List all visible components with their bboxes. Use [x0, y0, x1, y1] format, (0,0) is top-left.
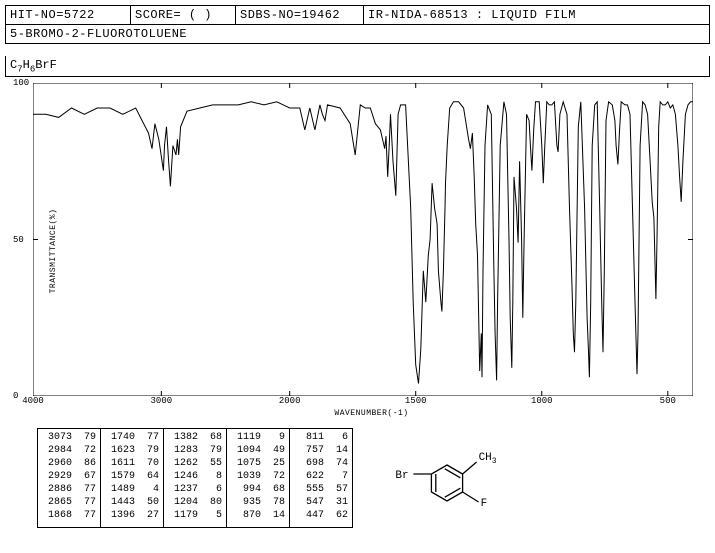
- xtick-label: 1000: [531, 396, 553, 406]
- peak-row: 298472: [42, 444, 96, 457]
- peak-row: 69874: [294, 457, 348, 470]
- xtick-label: 1500: [405, 396, 427, 406]
- peak-row: 128379: [168, 444, 222, 457]
- ir-info: IR-NIDA-68513 : LIQUID FILM: [364, 6, 709, 24]
- svg-text:Br: Br: [395, 470, 408, 482]
- hit-no: HIT-NO=5722: [6, 6, 131, 24]
- peak-column: 811675714698746227555575473144762: [290, 429, 352, 527]
- peak-column: 11199109449107525103972994689357887014: [227, 429, 290, 527]
- ytick-label: 0: [13, 391, 18, 401]
- peak-row: 8116: [294, 431, 348, 444]
- sdbs-no: SDBS-NO=19462: [236, 6, 364, 24]
- peak-row: 138268: [168, 431, 222, 444]
- peak-row: 109449: [231, 444, 285, 457]
- peak-row: 139627: [105, 509, 159, 522]
- peak-row: 288677: [42, 483, 96, 496]
- peak-row: 296086: [42, 457, 96, 470]
- y-axis-label: TRANSMITTANCE(%): [49, 208, 58, 293]
- svg-text:CH3: CH3: [479, 452, 497, 466]
- peak-row: 87014: [231, 509, 285, 522]
- peak-column: 138268128379126255124681237612048011795: [164, 429, 227, 527]
- peak-row: 103972: [231, 470, 285, 483]
- peak-row: 107525: [231, 457, 285, 470]
- header-row: HIT-NO=5722 SCORE= ( ) SDBS-NO=19462 IR-…: [5, 5, 710, 25]
- peak-row: 120480: [168, 496, 222, 509]
- x-axis-label: WAVENUMBER(-1): [33, 409, 710, 418]
- peak-table: 3073792984722960862929672886772865771868…: [37, 428, 353, 528]
- xtick-label: 500: [660, 396, 676, 406]
- peak-row: 11795: [168, 509, 222, 522]
- peak-row: 174077: [105, 431, 159, 444]
- peak-row: 99468: [231, 483, 285, 496]
- peak-row: 12468: [168, 470, 222, 483]
- peak-row: 126255: [168, 457, 222, 470]
- ytick-label: 50: [13, 235, 24, 245]
- peak-row: 157964: [105, 470, 159, 483]
- peak-row: 6227: [294, 470, 348, 483]
- peak-column: 1740771623791611701579641489414435013962…: [101, 429, 164, 527]
- peak-row: 186877: [42, 509, 96, 522]
- xtick-label: 2000: [279, 396, 301, 406]
- peak-row: 161170: [105, 457, 159, 470]
- molecular-formula: C7H6BrF: [5, 56, 710, 77]
- peak-row: 286577: [42, 496, 96, 509]
- peak-row: 14894: [105, 483, 159, 496]
- peak-row: 55557: [294, 483, 348, 496]
- peak-row: 307379: [42, 431, 96, 444]
- molecular-structure: CH3 F Br: [377, 428, 517, 528]
- svg-text:F: F: [481, 498, 488, 510]
- peak-row: 162379: [105, 444, 159, 457]
- peak-column: 3073792984722960862929672886772865771868…: [38, 429, 101, 527]
- peak-row: 93578: [231, 496, 285, 509]
- peak-row: 144350: [105, 496, 159, 509]
- peak-row: 44762: [294, 509, 348, 522]
- ytick-label: 100: [13, 78, 29, 88]
- xtick-label: 3000: [151, 396, 173, 406]
- peak-row: 75714: [294, 444, 348, 457]
- score: SCORE= ( ): [131, 6, 236, 24]
- peak-row: 12376: [168, 483, 222, 496]
- spectrum-chart: TRANSMITTANCE(%) 050100 4000300020001500…: [33, 83, 710, 418]
- peak-row: 292967: [42, 470, 96, 483]
- xtick-label: 4000: [22, 396, 44, 406]
- peak-row: 11199: [231, 431, 285, 444]
- compound-name: 5-BROMO-2-FLUOROTOLUENE: [5, 25, 710, 44]
- peak-row: 54731: [294, 496, 348, 509]
- spectrum-plot: [33, 83, 693, 396]
